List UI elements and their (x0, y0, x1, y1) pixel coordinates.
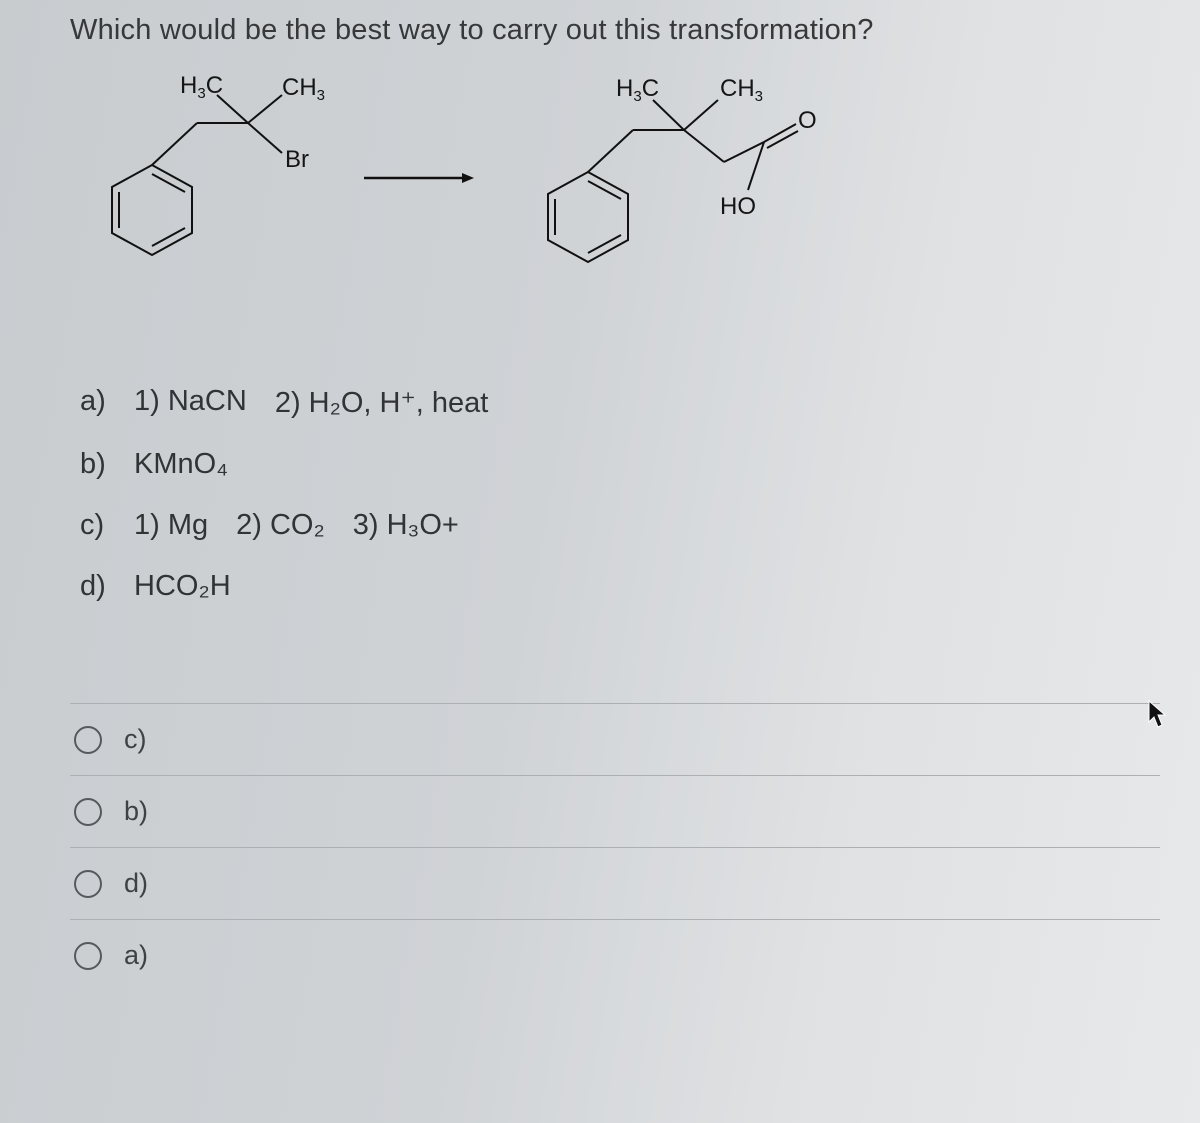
reactant-structure: H3C CH3 Br (92, 75, 352, 285)
radio-icon[interactable] (74, 726, 102, 754)
radio-icon[interactable] (74, 870, 102, 898)
answer-step: 1) NaCN (134, 385, 247, 420)
answer-letter: d) (80, 570, 134, 603)
answer-step: HCO₂H (134, 570, 231, 603)
product-ch3-left: H3C (616, 75, 659, 105)
product-structure: H3C CH3 O HO (528, 70, 848, 290)
answer-step: KMnO₄ (134, 448, 228, 481)
reactant-br: Br (285, 146, 309, 173)
choice-label: d) (124, 868, 148, 899)
answer-letter: b) (80, 448, 134, 481)
answer-definitions: a) 1) NaCN 2) H₂O, H⁺, heat b) KMnO₄ c) … (80, 385, 1160, 603)
answer-step: 2) H₂O, H⁺, heat (275, 385, 489, 420)
product-ch3-right: CH3 (720, 75, 763, 105)
answer-c: c) 1) Mg 2) CO₂ 3) H₃O+ (80, 509, 1160, 542)
choice-a[interactable]: a) (70, 920, 1160, 991)
answer-step: 3) H₃O+ (353, 509, 459, 542)
reaction-arrow (358, 158, 478, 203)
answer-letter: a) (80, 385, 134, 418)
radio-icon[interactable] (74, 798, 102, 826)
product-ho: HO (720, 193, 756, 220)
reactant-ch3-left: H3C (180, 75, 223, 102)
answer-letter: c) (80, 509, 134, 542)
choice-b[interactable]: b) (70, 776, 1160, 848)
answer-d: d) HCO₂H (80, 570, 1160, 603)
answer-step: 2) CO₂ (236, 509, 325, 542)
reactant-ch3-right: CH3 (282, 75, 325, 104)
answer-a: a) 1) NaCN 2) H₂O, H⁺, heat (80, 385, 1160, 420)
product-o: O (798, 107, 817, 134)
cursor-icon (1148, 700, 1170, 735)
choice-label: c) (124, 724, 147, 755)
choice-c[interactable]: c) (70, 704, 1160, 776)
choice-label: b) (124, 796, 148, 827)
choice-label: a) (124, 940, 148, 971)
question-text: Which would be the best way to carry out… (70, 14, 1160, 47)
answer-step: 1) Mg (134, 509, 208, 542)
radio-icon[interactable] (74, 942, 102, 970)
reaction-scheme: H3C CH3 Br (92, 65, 1160, 295)
choice-d[interactable]: d) (70, 848, 1160, 920)
choice-list: c) b) d) a) (70, 703, 1160, 991)
answer-b: b) KMnO₄ (80, 448, 1160, 481)
